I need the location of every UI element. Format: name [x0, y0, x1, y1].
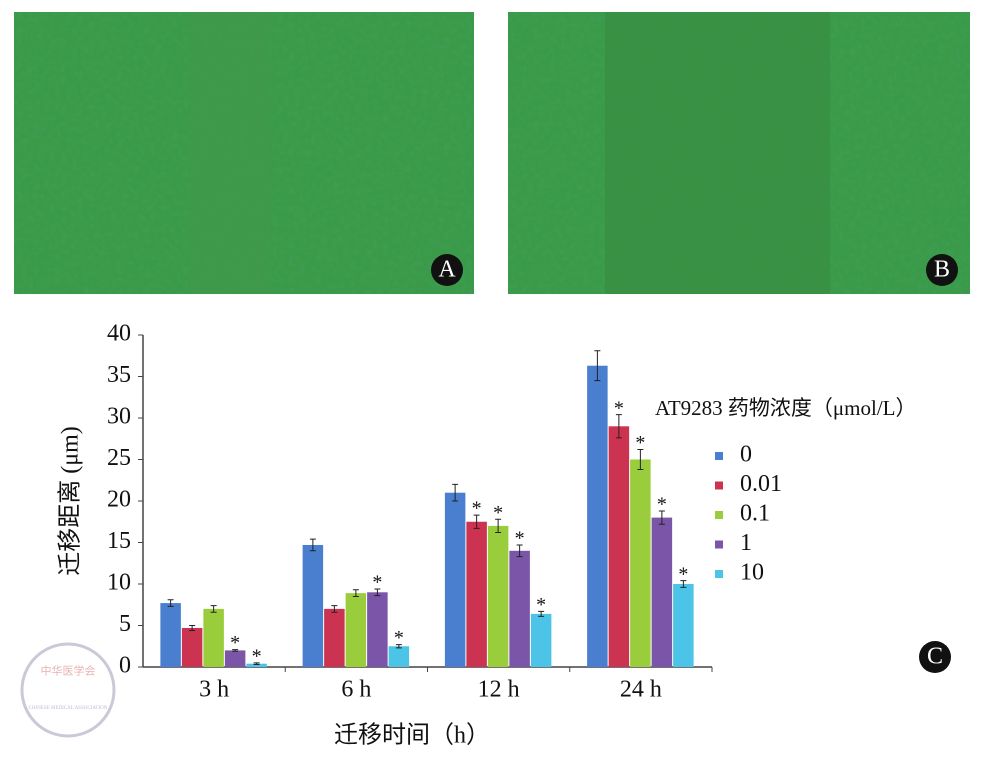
- watermark-name: 中华医学会: [41, 664, 96, 678]
- significance-label: *: [230, 632, 240, 654]
- bar: [324, 608, 345, 667]
- bar: [487, 525, 509, 667]
- watermark: 中华医学会 CHINESE MEDICAL ASSOCIATION: [20, 642, 116, 738]
- bar: [224, 650, 246, 667]
- y-tick-label: 0: [119, 653, 131, 679]
- error-bar: [167, 599, 174, 607]
- error-bar: [495, 518, 502, 534]
- bar: [181, 627, 203, 667]
- bar: [246, 663, 267, 667]
- significance-label: *: [657, 494, 667, 516]
- significance-label: *: [394, 627, 404, 649]
- error-bar: [680, 580, 687, 588]
- error-bar: [594, 350, 601, 382]
- legend-swatch: [715, 570, 723, 578]
- error-bar: [516, 544, 523, 558]
- significance-label: *: [678, 563, 688, 585]
- panel-b: B: [508, 12, 970, 294]
- bar: [160, 603, 181, 667]
- error-bar: [232, 649, 239, 652]
- error-bar: [658, 510, 665, 525]
- x-axis-label: 迁移时间（h）: [334, 722, 490, 749]
- x-tick-label: 3 h: [199, 677, 229, 703]
- error-bar: [210, 605, 217, 613]
- x-tick-label: 24 h: [620, 677, 662, 703]
- panel-a: A: [14, 12, 474, 294]
- legend-label: 0.1: [740, 501, 770, 527]
- legend-swatch: [715, 481, 723, 490]
- bar: [444, 492, 466, 667]
- y-tick-label: 5: [119, 611, 131, 637]
- panel-label: A: [438, 257, 456, 283]
- error-bar: [189, 625, 196, 631]
- bar: [651, 517, 673, 667]
- significance-label: *: [614, 397, 624, 419]
- panel-label: B: [934, 257, 950, 283]
- bar: [388, 646, 410, 667]
- x-tick-label: 6 h: [341, 677, 371, 703]
- error-bar: [637, 449, 644, 470]
- error-bar: [473, 514, 480, 529]
- bar: [673, 584, 694, 667]
- error-bar: [352, 589, 359, 597]
- bar: [345, 593, 367, 667]
- significance-label: *: [635, 432, 645, 454]
- panel-label-bg: [919, 641, 951, 673]
- significance-label: *: [493, 502, 503, 524]
- error-bar: [309, 538, 316, 552]
- watermark-english: CHINESE MEDICAL ASSOCIATION: [29, 706, 108, 711]
- bar: [302, 544, 324, 667]
- legend-label: 1: [740, 530, 752, 556]
- significance-label: *: [372, 572, 382, 594]
- legend-label: 10: [740, 560, 764, 586]
- bar: [530, 613, 552, 667]
- y-tick-label: 40: [107, 321, 131, 347]
- y-tick-label: 10: [107, 570, 131, 596]
- error-bar: [374, 588, 381, 597]
- bar: [630, 459, 651, 667]
- legend-title: AT9283 药物浓度（μmol/L）: [655, 396, 917, 420]
- significance-label: *: [472, 498, 482, 520]
- error-bar: [538, 610, 545, 617]
- legend-swatch: [715, 540, 723, 549]
- panel-label: C: [927, 644, 943, 670]
- bar: [587, 365, 608, 667]
- significance-label: *: [536, 594, 546, 616]
- error-bar: [395, 644, 402, 649]
- significance-label: *: [515, 528, 525, 550]
- y-tick-label: 30: [107, 404, 131, 430]
- bar: [367, 592, 388, 667]
- bar: [466, 521, 487, 667]
- error-bar: [331, 605, 338, 613]
- legend-label: 0.01: [740, 471, 782, 497]
- error-bar: [253, 662, 260, 666]
- bar: [509, 550, 530, 667]
- legend-swatch: [715, 511, 723, 519]
- error-bar: [452, 483, 459, 502]
- legend-swatch: [715, 452, 723, 460]
- y-axis-label: 迁移距离 (μm): [57, 426, 84, 576]
- y-tick-label: 35: [107, 362, 131, 388]
- legend-label: 0: [740, 442, 752, 468]
- y-tick-label: 20: [107, 487, 131, 513]
- x-tick-label: 12 h: [478, 677, 520, 703]
- bar: [203, 608, 224, 667]
- bar: [608, 426, 630, 667]
- y-tick-label: 25: [107, 445, 131, 471]
- error-bar: [615, 414, 622, 439]
- significance-label: *: [252, 645, 262, 667]
- y-tick-label: 15: [107, 528, 131, 554]
